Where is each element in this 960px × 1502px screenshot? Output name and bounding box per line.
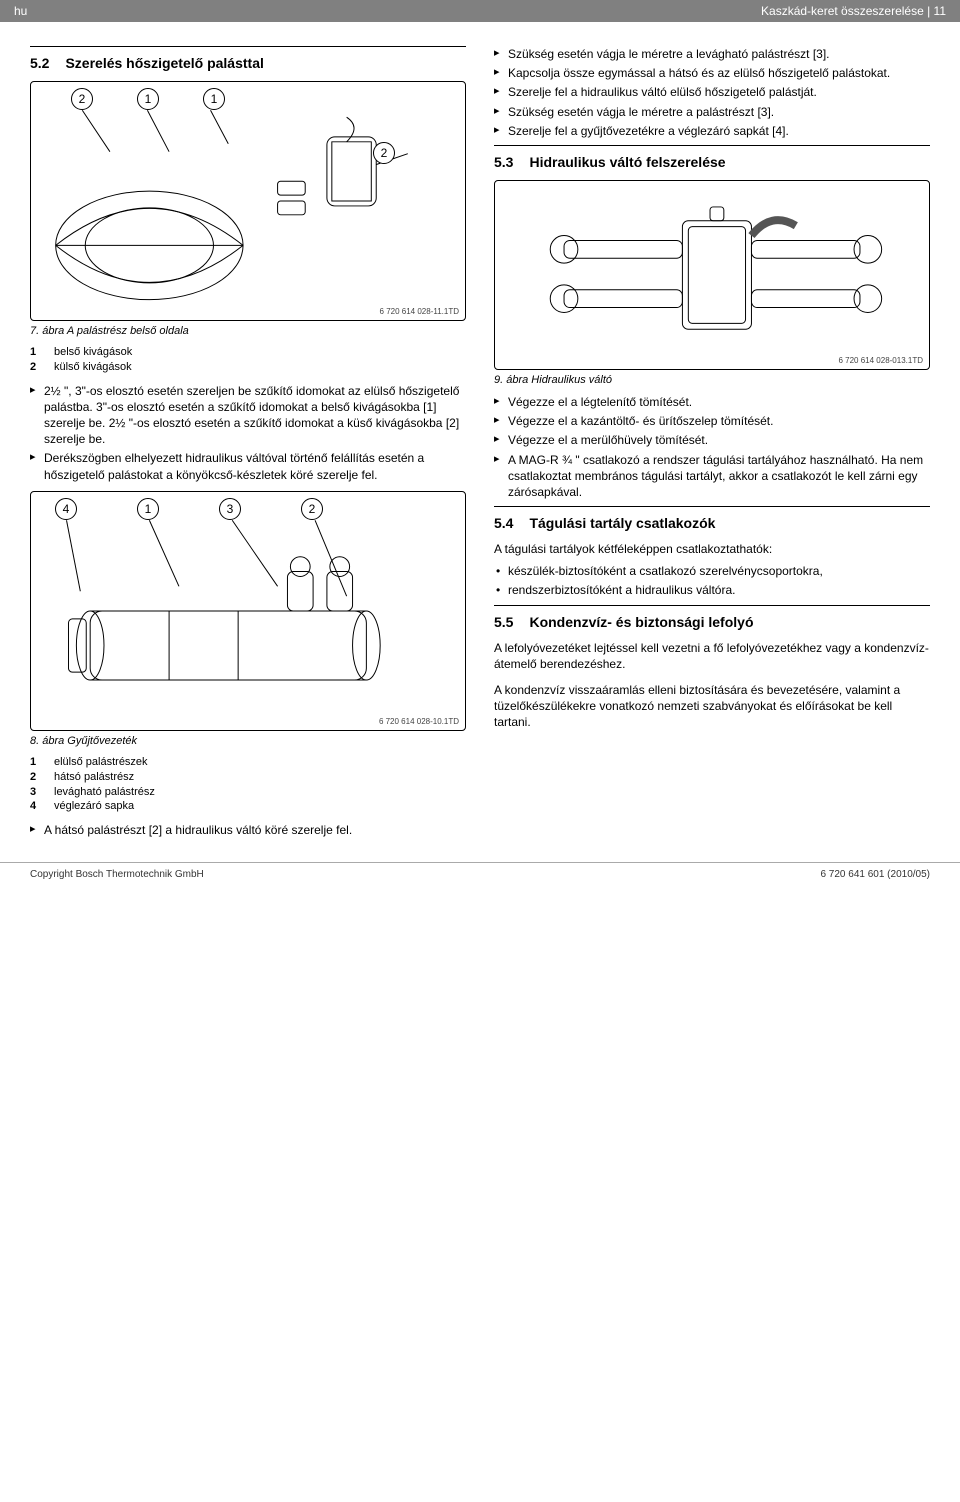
callout: 2 [373, 142, 395, 164]
list-item: Végezze el a kazántöltő- és ürítőszelep … [494, 413, 930, 429]
figure-ref: 6 720 614 028-013.1TD [838, 356, 923, 365]
page-title: Kaszkád-keret összeszerelése | 11 [761, 4, 946, 18]
lang-code: hu [14, 4, 27, 18]
figure-ref: 6 720 614 028-11.1TD [380, 307, 459, 316]
section-number: 5.4 [494, 515, 513, 531]
list-item: készülék-biztosítóként a csatlakozó szer… [494, 563, 930, 579]
list-item: Szükség esetén vágja le méretre a palást… [494, 104, 930, 120]
figure-9-illustration [495, 181, 929, 369]
list-after-fig8: A hátsó palástrészt [2] a hidraulikus vá… [30, 822, 466, 838]
figure-8-illustration [31, 492, 465, 730]
figure-8: 4 1 3 2 [30, 491, 466, 731]
paragraph: A lefolyóvezetéket lejtéssel kell vezetn… [494, 640, 930, 672]
section-number: 5.3 [494, 154, 513, 170]
callout: 1 [137, 498, 159, 520]
list-item: Szükség esetén vágja le méretre a levágh… [494, 46, 930, 62]
section-title: Hidraulikus váltó felszerelése [529, 154, 725, 170]
callout: 1 [203, 88, 225, 110]
paragraph: A kondenzvíz visszaáramlás elleni biztos… [494, 682, 930, 731]
section-title: Kondenzvíz- és biztonsági lefolyó [529, 614, 753, 630]
callout: 2 [71, 88, 93, 110]
list-item: Kapcsolja össze egymással a hátsó és az … [494, 65, 930, 81]
figure-7-illustration [31, 82, 465, 320]
figure-9-caption: 9. ábra Hidraulikus váltó [494, 374, 930, 386]
list-item: Derékszögben elhelyezett hidraulikus vál… [30, 450, 466, 482]
list-item: rendszerbiztosítóként a hidraulikus vált… [494, 582, 930, 598]
footer-left: Copyright Bosch Thermotechnik GmbH [30, 869, 204, 880]
paragraph: A tágulási tartályok kétféleképpen csatl… [494, 541, 930, 557]
list-after-fig9: Végezze el a légtelenítő tömítését. Vége… [494, 394, 930, 500]
callout: 1 [137, 88, 159, 110]
callout: 2 [301, 498, 323, 520]
list-top-right: Szükség esetén vágja le méretre a levágh… [494, 46, 930, 139]
footer-right: 6 720 641 601 (2010/05) [820, 869, 930, 880]
list-item: Szerelje fel a hidraulikus váltó elülső … [494, 84, 930, 100]
page-header: hu Kaszkád-keret összeszerelése | 11 [0, 0, 960, 22]
figure-9: 6 720 614 028-013.1TD [494, 180, 930, 370]
section-5-3-heading: 5.3 Hidraulikus váltó felszerelése [494, 154, 930, 170]
section-number: 5.2 [30, 55, 49, 71]
section-5-2-heading: 5.2 Szerelés hőszigetelő palásttal [30, 55, 466, 71]
figure-8-legend: 1elülső palástrészek 2hátsó palástrész 3… [30, 755, 466, 814]
section-title: Szerelés hőszigetelő palásttal [65, 55, 263, 71]
figure-7-legend: 1belső kivágások 2külső kivágások [30, 345, 466, 375]
list-5-4: készülék-biztosítóként a csatlakozó szer… [494, 563, 930, 598]
list-item: Végezze el a légtelenítő tömítését. [494, 394, 930, 410]
list-item: Szerelje fel a gyűjtővezetékre a véglezá… [494, 123, 930, 139]
figure-7-caption: 7. ábra A palástrész belső oldala [30, 325, 466, 337]
callout: 3 [219, 498, 241, 520]
section-number: 5.5 [494, 614, 513, 630]
section-5-4-heading: 5.4 Tágulási tartály csatlakozók [494, 515, 930, 531]
callout: 4 [55, 498, 77, 520]
list-item: Végezze el a merülőhüvely tömítését. [494, 432, 930, 448]
page-footer: Copyright Bosch Thermotechnik GmbH 6 720… [0, 862, 960, 890]
list-item: A hátsó palástrészt [2] a hidraulikus vá… [30, 822, 466, 838]
section-5-5-heading: 5.5 Kondenzvíz- és biztonsági lefolyó [494, 614, 930, 630]
figure-8-caption: 8. ábra Gyűjtővezeték [30, 735, 466, 747]
list-item: 2½ ", 3"-os elosztó esetén szereljen be … [30, 383, 466, 448]
figure-ref: 6 720 614 028-10.1TD [379, 717, 459, 726]
section-title: Tágulási tartály csatlakozók [529, 515, 715, 531]
list-after-fig7: 2½ ", 3"-os elosztó esetén szereljen be … [30, 383, 466, 483]
left-column: 5.2 Szerelés hőszigetelő palásttal 2 1 1… [30, 40, 466, 844]
figure-7: 2 1 1 2 [30, 81, 466, 321]
list-item: A MAG-R ¾ " csatlakozó a rendszer tágulá… [494, 452, 930, 501]
right-column: Szükség esetén vágja le méretre a levágh… [494, 40, 930, 844]
